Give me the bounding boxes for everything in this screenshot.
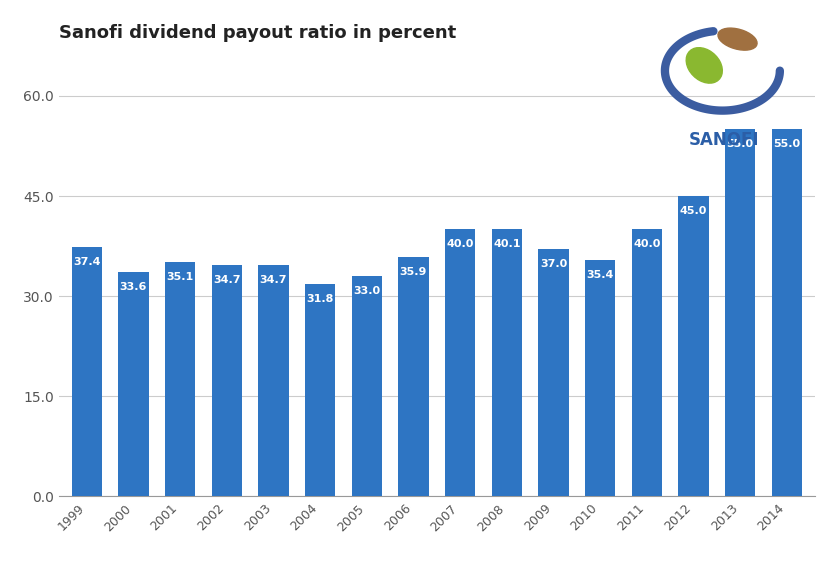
Text: 34.7: 34.7 <box>213 275 240 285</box>
Text: 40.0: 40.0 <box>446 239 474 249</box>
Text: 34.7: 34.7 <box>260 275 287 285</box>
Bar <box>212 265 242 496</box>
Bar <box>491 229 522 496</box>
Text: 40.1: 40.1 <box>493 239 521 249</box>
Text: 55.0: 55.0 <box>774 140 801 150</box>
Text: 35.4: 35.4 <box>586 270 614 280</box>
Bar <box>772 129 802 496</box>
Text: 37.4: 37.4 <box>73 257 101 267</box>
Bar <box>585 260 616 496</box>
Bar <box>632 230 662 496</box>
Text: 31.8: 31.8 <box>307 294 333 304</box>
Text: 37.0: 37.0 <box>540 259 567 269</box>
Bar <box>259 265 289 496</box>
Bar <box>398 257 428 496</box>
Text: 35.1: 35.1 <box>166 272 194 282</box>
Text: 35.9: 35.9 <box>400 267 428 277</box>
Text: 33.6: 33.6 <box>120 282 147 292</box>
Bar <box>305 284 335 496</box>
Ellipse shape <box>686 48 722 83</box>
Bar <box>679 196 709 496</box>
Bar <box>118 272 149 496</box>
Text: 45.0: 45.0 <box>680 206 707 216</box>
Bar <box>538 249 569 496</box>
Bar <box>71 247 102 496</box>
Ellipse shape <box>718 28 757 50</box>
Text: 40.0: 40.0 <box>633 239 660 249</box>
Bar <box>725 129 755 496</box>
Bar <box>165 262 196 496</box>
Text: 33.0: 33.0 <box>354 286 381 296</box>
Text: SANOFI: SANOFI <box>689 131 759 150</box>
Text: Sanofi dividend payout ratio in percent: Sanofi dividend payout ratio in percent <box>59 25 456 42</box>
Text: 55.0: 55.0 <box>727 140 753 150</box>
Bar <box>352 276 382 496</box>
Bar <box>445 230 475 496</box>
